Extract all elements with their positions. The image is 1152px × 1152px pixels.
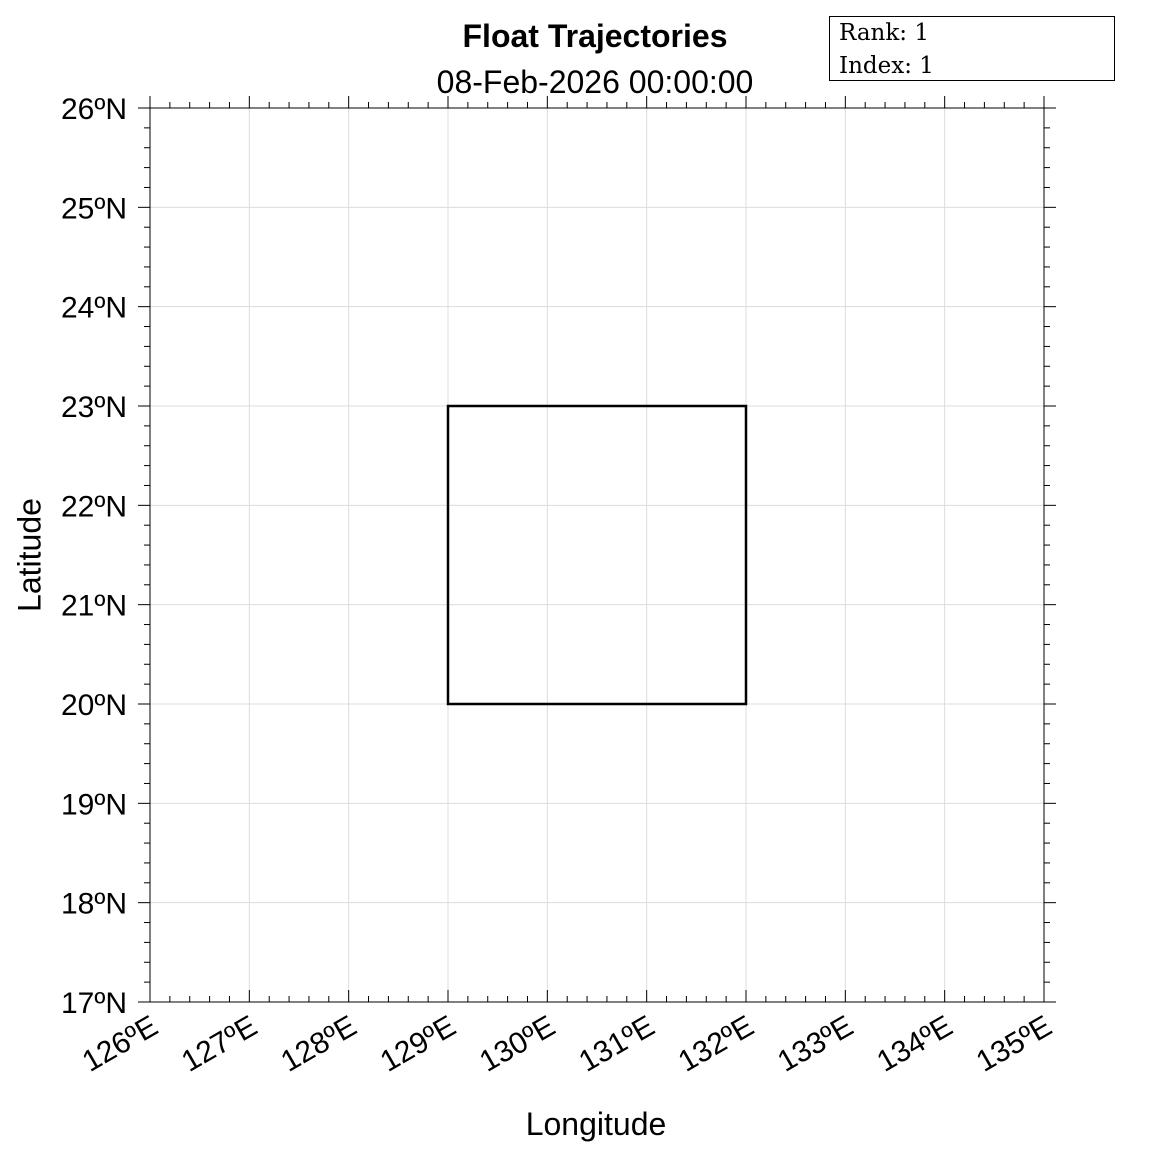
y-tick-label: 17ºN — [61, 987, 127, 1020]
minor-ticks — [144, 102, 1050, 1002]
y-tick-label: 24ºN — [61, 292, 127, 325]
y-tick-label: 21ºN — [61, 590, 127, 623]
x-tick-label: 127ºE — [176, 1009, 263, 1078]
index-label: Index: — [839, 53, 912, 79]
x-axis-label: Longitude — [525, 1106, 667, 1142]
grid-lines — [149, 107, 1045, 1003]
x-tick-label: 128ºE — [275, 1009, 362, 1078]
y-tick-label: 22ºN — [61, 490, 127, 523]
region-box — [446, 404, 748, 706]
x-tick-label: 129ºE — [375, 1009, 462, 1078]
x-tick-label: 131ºE — [573, 1009, 660, 1078]
index-row: Index: 1 — [839, 50, 1114, 83]
rank-row: Rank: 1 — [839, 17, 1114, 50]
y-tick-labels: 17ºN 18ºN 19ºN 20ºN 21ºN 22ºN 23ºN 24ºN 25ºN 26ºN — [61, 93, 127, 1020]
map-timestamp: 08-Feb-2026 00:00:00 — [436, 64, 754, 100]
index-value: 1 — [919, 53, 934, 79]
rank-value: 1 — [914, 20, 930, 46]
x-tick-label: 132ºE — [673, 1009, 760, 1078]
y-tick-label: 25ºN — [61, 192, 127, 225]
x-tick-label: 133ºE — [772, 1009, 859, 1078]
x-tick-labels: 126ºE 127ºE 128ºE 129ºE 130ºE 131ºE 132ºE 133ºE… — [77, 1009, 1058, 1078]
rank-index-box: Rank: 1 Index: 1 — [829, 16, 1115, 81]
axes-frame — [149, 107, 1045, 1003]
y-tick-label: 19ºN — [61, 788, 127, 821]
y-axis-label: Latitude — [11, 498, 48, 612]
major-ticks — [138, 96, 1056, 1003]
rank-label: Rank: — [839, 20, 908, 46]
y-tick-label: 23ºN — [61, 391, 127, 424]
x-tick-label: 130ºE — [474, 1009, 561, 1078]
x-tick-label: 135ºE — [971, 1009, 1058, 1078]
y-tick-label: 18ºN — [61, 888, 127, 921]
map-title: Float Trajectories — [462, 18, 728, 54]
y-tick-label: 26ºN — [61, 93, 127, 126]
x-tick-label: 134ºE — [871, 1009, 958, 1078]
y-tick-label: 20ºN — [61, 689, 127, 722]
